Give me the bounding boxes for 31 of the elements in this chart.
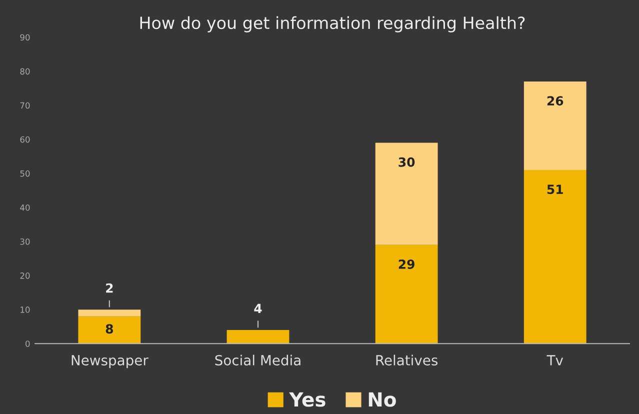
y-tick-label: 80 [20, 68, 30, 75]
y-tick-label: 60 [20, 136, 30, 143]
bar [226, 330, 290, 344]
chart-title: How do you get information regarding Health? [140, 16, 525, 32]
data-label: 26 [547, 96, 564, 106]
legend-label: Yes [289, 392, 326, 407]
bar [78, 310, 141, 316]
x-tick-label: Social Media [215, 354, 300, 366]
data-label: 8 [106, 324, 113, 334]
y-tick-label: 30 [20, 238, 30, 245]
y-tick-label: 90 [20, 34, 30, 41]
y-tick-label: 70 [20, 102, 30, 109]
y-tick-label: 20 [20, 272, 30, 279]
data-label: 4 [254, 304, 262, 314]
x-tick-label: Relatives [376, 354, 438, 366]
x-tick-label: Newspaper [72, 355, 148, 368]
bar [375, 142, 438, 245]
data-label: 29 [398, 260, 414, 269]
x-tick-label: Tv [546, 355, 564, 366]
data-label: 2 [106, 283, 113, 293]
y-tick-label: 10 [20, 306, 30, 313]
data-label: 51 [547, 184, 563, 194]
y-tick-label: 50 [20, 170, 30, 177]
bar [375, 244, 438, 344]
legend-label: No [368, 392, 396, 407]
y-tick-label: 40 [20, 204, 30, 211]
bar [524, 82, 586, 170]
y-tick-label: 0 [26, 340, 30, 347]
bar [78, 316, 141, 344]
data-label: 30 [398, 157, 415, 167]
bar [524, 170, 586, 344]
